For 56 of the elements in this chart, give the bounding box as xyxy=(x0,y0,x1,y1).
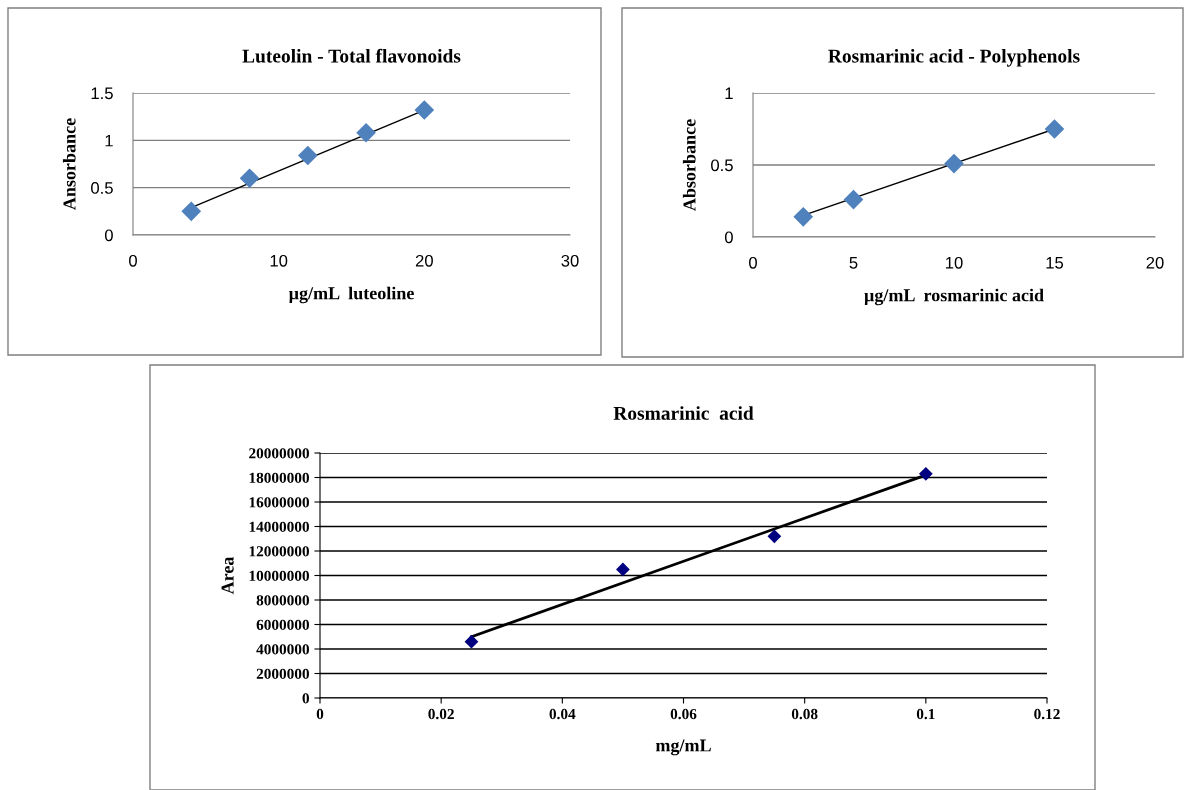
x-tick-label: 0 xyxy=(749,256,757,269)
x-tick-label: 20 xyxy=(415,254,433,267)
x-tick-label: 0.08 xyxy=(791,708,818,720)
point xyxy=(1044,119,1065,139)
x-axis-title: mg/mL xyxy=(655,739,711,756)
chart-title: Luteolin - Total flavonoids xyxy=(242,48,461,63)
y-tick-label: 4000000 xyxy=(256,644,309,655)
y-tick-label: 0.5 xyxy=(711,159,733,172)
x-tick-label: 0.04 xyxy=(549,708,576,720)
y-tick-label: 1 xyxy=(105,134,113,147)
x-tick-label: 10 xyxy=(270,254,288,267)
x-tick-label: 15 xyxy=(1046,257,1064,269)
y-tick-label: 18000000 xyxy=(249,472,309,483)
y-tick-label: 14000000 xyxy=(249,521,309,532)
y-tick-label: 0.5 xyxy=(91,182,113,194)
point xyxy=(464,635,479,649)
x-tick-label: 0.12 xyxy=(1034,708,1060,720)
x-axis-title: µg/mL rosmarinic acid xyxy=(864,288,1044,306)
point xyxy=(356,123,376,143)
y-tick-label: 2000000 xyxy=(256,668,309,679)
point xyxy=(919,467,933,481)
point xyxy=(843,190,864,210)
y-tick-label: 6000000 xyxy=(256,619,309,630)
point xyxy=(767,529,781,543)
point xyxy=(944,154,964,174)
y-tick-label: 10000000 xyxy=(249,570,309,581)
y-tick-label: 0 xyxy=(104,229,113,242)
x-tick-label: 0 xyxy=(129,254,137,267)
point xyxy=(616,562,630,576)
y-tick-label: 0 xyxy=(724,231,733,244)
point xyxy=(181,201,201,221)
point xyxy=(298,145,318,166)
y-axis-title: Absorbance xyxy=(682,119,696,211)
chart-title: Rosmarinic acid xyxy=(613,406,754,420)
x-tick-label: 30 xyxy=(561,254,579,267)
y-tick-label: 1.5 xyxy=(91,87,113,100)
y-tick-label: 0 xyxy=(302,693,309,704)
y-tick-label: 8000000 xyxy=(256,595,309,606)
x-tick-label: 0 xyxy=(316,708,324,720)
y-axis-title: Ansorbance xyxy=(62,118,76,210)
x-axis-title: µg/mL luteoline xyxy=(288,286,414,304)
y-tick-label: 1 xyxy=(725,87,733,100)
x-tick-label: 20 xyxy=(1146,256,1164,269)
y-axis-title: Area xyxy=(221,556,234,595)
y-tick-label: 12000000 xyxy=(249,546,309,557)
y-tick-label: 16000000 xyxy=(249,497,309,508)
point xyxy=(239,168,260,188)
point xyxy=(793,207,813,227)
chart-title: Rosmarinic acid - Polyphenols xyxy=(828,48,1080,67)
x-tick-label: 5 xyxy=(849,257,858,269)
x-tick-label: 0.02 xyxy=(428,708,454,720)
x-tick-label: 10 xyxy=(946,256,963,269)
y-tick-label: 20000000 xyxy=(249,448,309,459)
x-tick-label: 0.06 xyxy=(670,708,697,720)
x-tick-label: 0.1 xyxy=(916,708,935,720)
point xyxy=(414,100,434,120)
